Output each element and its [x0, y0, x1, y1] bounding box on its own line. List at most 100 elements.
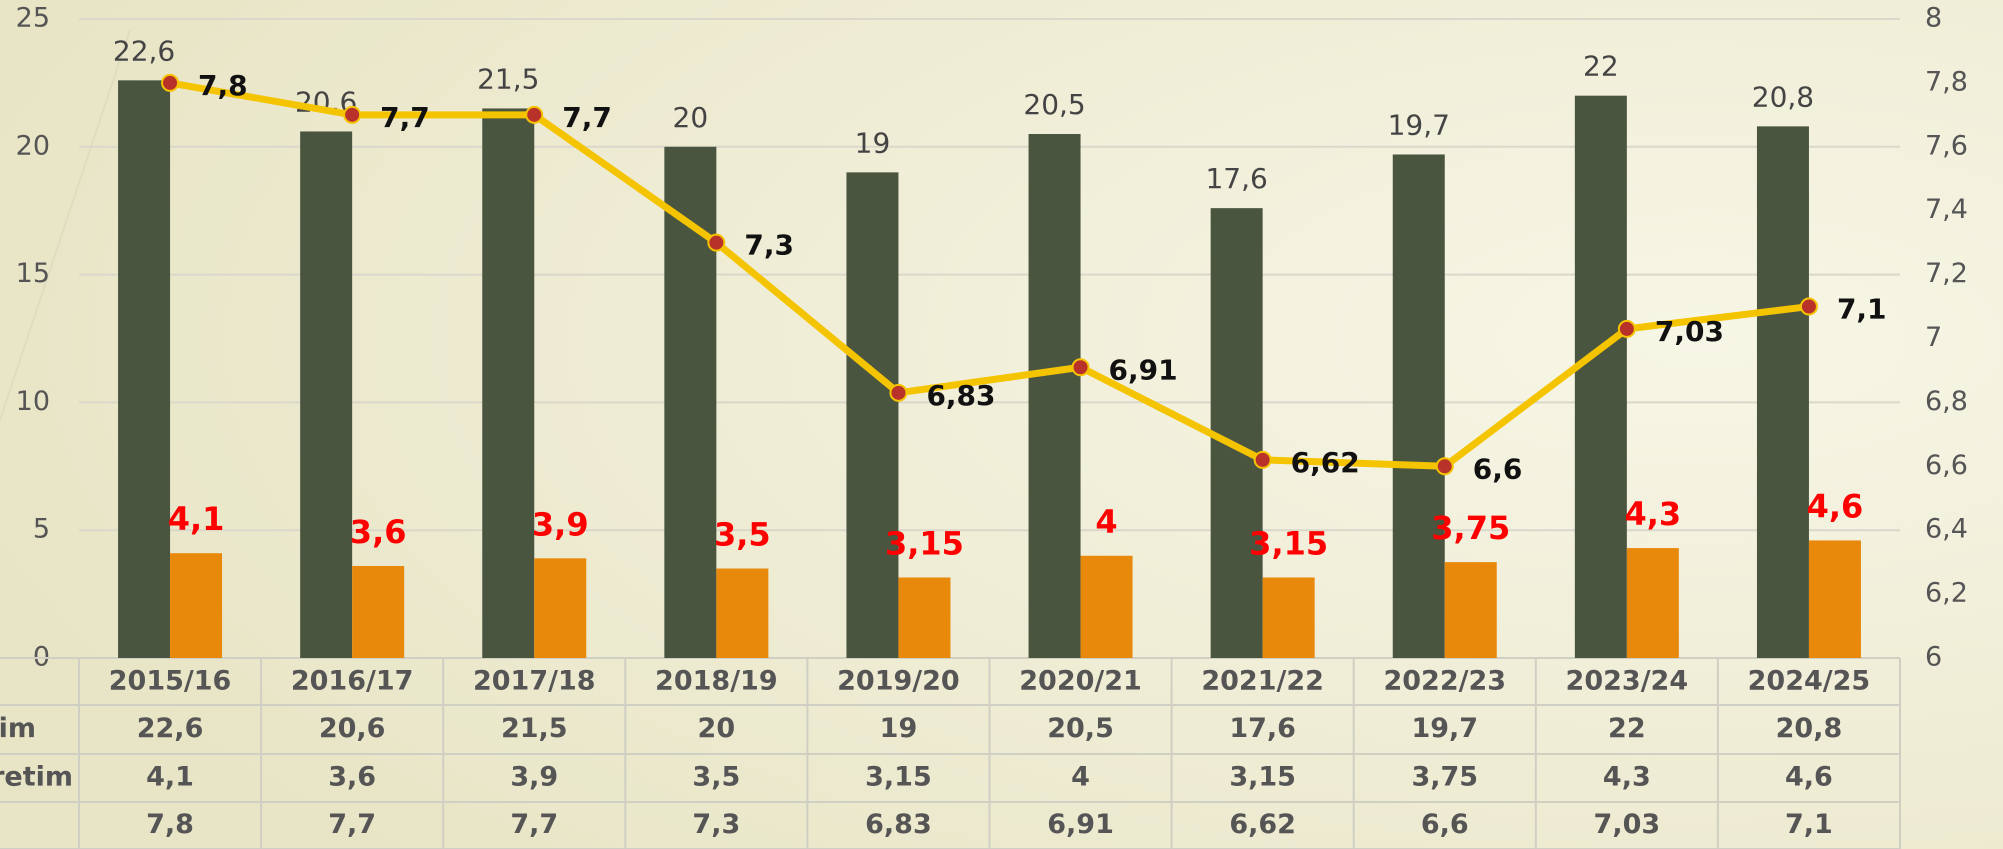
data-label: 3,15 [1249, 524, 1328, 562]
table-cell: 6,83 [865, 809, 932, 840]
category-label: 2015/16 [109, 666, 232, 697]
y2-tick-label: 6,8 [1925, 386, 1968, 417]
table-cell: 7,7 [328, 809, 376, 840]
y2-tick-label: 6,6 [1925, 450, 1968, 481]
line [169, 79, 1810, 470]
data-label: 7,03 [1655, 315, 1724, 348]
table-cell: 6,6 [1421, 809, 1469, 840]
table-cell: 19,7 [1411, 713, 1478, 744]
bar [1808, 540, 1861, 658]
category-label: 2022/23 [1383, 666, 1506, 697]
bar [1262, 577, 1315, 658]
line-marker [889, 383, 908, 402]
y2-tick-label: 6,4 [1925, 514, 1968, 545]
data-label: 6,6 [1473, 452, 1523, 485]
data-label: 20,8 [1752, 80, 1814, 113]
data-label: 6,62 [1291, 446, 1360, 479]
category-label: 2016/17 [291, 666, 414, 697]
y2-tick-label: 7,4 [1925, 194, 1968, 225]
bar [846, 172, 899, 659]
y2-tick-label: 7,8 [1925, 66, 1968, 97]
bar [1626, 548, 1679, 658]
data-label: 4 [1095, 503, 1117, 541]
table-cell: 6,91 [1047, 809, 1114, 840]
y2-tick-label: 6 [1925, 642, 1942, 673]
table-cell: 4,3 [1603, 762, 1651, 793]
table-cell: 7,3 [692, 809, 740, 840]
line-marker [161, 73, 180, 92]
data-label: 7,3 [744, 229, 794, 262]
table-cell: 7,7 [510, 809, 558, 840]
table-cell: 6,62 [1229, 809, 1296, 840]
table-cell: 7,03 [1594, 809, 1661, 840]
y-tick-label: 15 [16, 258, 50, 289]
data-label: 20,5 [1023, 88, 1085, 121]
table-cell: 3,6 [328, 762, 376, 793]
y2-tick-label: 7,2 [1925, 258, 1968, 289]
data-label: 21,5 [477, 62, 539, 95]
data-label: 4,6 [1807, 487, 1864, 525]
data-label: 4,3 [1625, 495, 1682, 533]
data-label: 19 [855, 126, 891, 159]
table-cell: 3,9 [510, 762, 558, 793]
bar [118, 80, 171, 659]
y-tick-label: 20 [16, 130, 50, 161]
bar [352, 565, 405, 658]
bar [1392, 154, 1445, 658]
category-label: 2023/24 [1566, 666, 1689, 697]
table-cell: 20 [698, 713, 736, 744]
table-cell: 20,6 [319, 713, 386, 744]
y-tick-label: 5 [33, 514, 50, 545]
table-cell: 3,15 [1229, 762, 1296, 793]
bar [1444, 562, 1497, 658]
data-label: 22,6 [113, 34, 175, 67]
table-cell: 22 [1608, 713, 1646, 744]
y2-tick-label: 7 [1925, 322, 1942, 353]
table-cell: 7,1 [1785, 809, 1833, 840]
table-cell: 22,6 [137, 713, 204, 744]
table-cell: 4 [1071, 762, 1090, 793]
data-label: 3,75 [1431, 509, 1510, 547]
line-marker [1799, 297, 1818, 316]
category-label: 2021/22 [1201, 666, 1324, 697]
table-cell: 7,8 [146, 809, 194, 840]
line-marker [525, 105, 544, 124]
data-label: 7,7 [380, 101, 430, 134]
bar [898, 577, 951, 658]
category-label: 2019/20 [837, 666, 960, 697]
y2-tick-label: 8 [1925, 3, 1942, 34]
table-cell: 3,5 [692, 762, 740, 793]
data-label: 22 [1583, 50, 1619, 83]
data-label: 20 [673, 101, 709, 134]
bar [170, 553, 223, 658]
data-label: 6,83 [926, 379, 995, 412]
data-label: 7,1 [1837, 293, 1887, 326]
row-header: retim [0, 762, 73, 793]
y2-tick-label: 7,6 [1925, 130, 1968, 161]
category-label: 2017/18 [473, 666, 596, 697]
decoration [0, 29, 131, 421]
table-cell: 3,15 [865, 762, 932, 793]
table-cell: 19 [880, 713, 918, 744]
data-label: 3,15 [885, 524, 964, 562]
category-label: 2024/25 [1748, 666, 1871, 697]
line-marker [1253, 450, 1272, 469]
bar [1574, 95, 1627, 659]
line-marker [707, 233, 726, 252]
line-marker [1617, 319, 1636, 338]
line-marker [1435, 457, 1454, 476]
bar [300, 131, 353, 659]
data-label: 3,5 [714, 516, 771, 554]
row-header: im [0, 713, 36, 744]
bar [716, 568, 769, 658]
table-cell: 4,6 [1785, 762, 1833, 793]
bar [1756, 126, 1809, 659]
bar [1210, 208, 1263, 659]
data-label: 17,6 [1205, 162, 1267, 195]
table-cell: 20,8 [1776, 713, 1843, 744]
table-cell: 21,5 [501, 713, 568, 744]
data-label: 3,6 [350, 513, 407, 551]
data-label: 4,1 [168, 500, 225, 538]
data-label: 6,91 [1109, 353, 1178, 386]
line-marker [1071, 358, 1090, 377]
